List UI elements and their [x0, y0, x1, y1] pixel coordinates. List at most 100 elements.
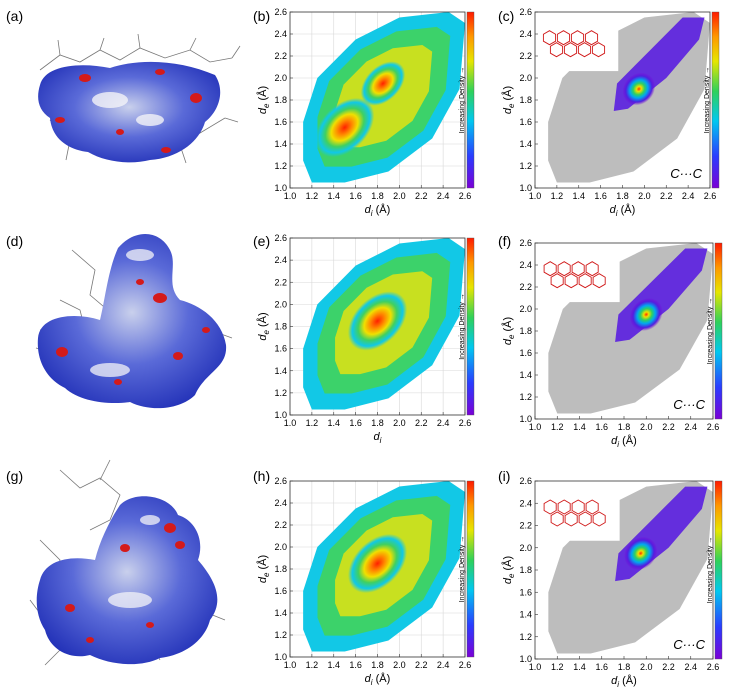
y-tick-label: 2.4	[519, 260, 532, 270]
x-tick-label: 2.0	[638, 191, 651, 201]
x-tick-label: 1.2	[551, 191, 564, 201]
surface-shape-g	[36, 496, 218, 665]
molecule-ring	[570, 30, 585, 46]
contact-peak	[622, 72, 656, 106]
x-tick-label: 1.2	[306, 418, 319, 428]
x-tick-label: 2.2	[415, 191, 428, 201]
colorbar	[714, 480, 723, 660]
y-tick-label: 2.6	[274, 233, 287, 243]
x-tick-label: 1.0	[284, 660, 297, 670]
x-tick-label: 2.0	[393, 191, 406, 201]
x-axis-label: di (Å)	[365, 203, 391, 218]
molecule-ring	[543, 499, 557, 515]
y-tick-label: 1.0	[274, 183, 287, 193]
x-tick-label: 1.4	[573, 422, 586, 432]
density-peak	[315, 97, 375, 158]
hirshfeld-surface-d	[35, 233, 233, 409]
y-axis-label: de (Å)	[501, 317, 516, 345]
x-tick-label: 2.6	[704, 191, 717, 201]
contact-annotation: C···C	[673, 397, 705, 412]
x-tick-label: 2.2	[415, 660, 428, 670]
colorbar	[714, 242, 723, 420]
fingerprint-plots: 1.0 1.2 1.4 1.6 1.8 2.0 2.2 2.4 2.6 1.0 1.2 1.4 1.6 1…	[256, 7, 723, 689]
x-tick-label: 1.0	[284, 191, 297, 201]
panel-labels: (a) (b) (c) (d) (e) (f) (g) (h) (i)	[6, 8, 514, 484]
molecule-ring	[563, 42, 578, 58]
x-tick-label: 2.2	[662, 662, 675, 672]
y-tick-label: 2.6	[274, 7, 287, 17]
y-tick-label: 1.8	[519, 326, 532, 336]
y-tick-label: 1.0	[519, 654, 532, 664]
molecule-ring	[592, 511, 606, 527]
plot-content	[290, 238, 465, 415]
y-tick-label: 1.2	[274, 388, 287, 398]
panel-label-e: (e)	[253, 233, 270, 249]
colorbar	[711, 11, 720, 189]
colorbar	[466, 480, 475, 658]
x-tick-label: 1.0	[284, 418, 297, 428]
surface-highlights-a	[92, 92, 164, 126]
y-tick-label: 1.0	[274, 652, 287, 662]
hirshfeld-surface-g	[29, 459, 226, 666]
molecule-inset	[536, 244, 620, 303]
x-tick-label: 2.6	[459, 660, 472, 670]
x-tick-label: 1.8	[371, 191, 384, 201]
x-tick-label: 1.8	[616, 191, 629, 201]
x-axis-label: di (Å)	[610, 203, 636, 218]
y-tick-label: 2.6	[519, 476, 532, 486]
molecule-inset	[536, 13, 619, 72]
surface-shape-d	[37, 233, 227, 409]
x-tick-label: 1.4	[327, 660, 340, 670]
x-tick-label: 1.6	[594, 191, 607, 201]
density-peak	[347, 291, 408, 351]
y-tick-label: 1.4	[519, 370, 532, 380]
x-tick-label: 2.6	[707, 422, 720, 432]
panel-label-c: (c)	[498, 8, 514, 24]
y-tick-label: 1.8	[274, 322, 287, 332]
x-tick-label: 1.4	[327, 418, 340, 428]
molecule-inset-sketch	[542, 30, 606, 58]
x-axis-label: di (Å)	[611, 434, 637, 449]
x-tick-label: 2.4	[684, 662, 697, 672]
x-tick-label: 2.0	[393, 418, 406, 428]
y-tick-label: 2.4	[519, 29, 532, 39]
y-axis-label: de (Å)	[501, 86, 516, 114]
y-tick-label: 2.2	[519, 282, 532, 292]
colorbar-label: Increasing Density →	[459, 536, 466, 603]
y-tick-label: 1.2	[519, 392, 532, 402]
y-tick-label: 1.2	[519, 632, 532, 642]
contact-spots-a	[55, 69, 202, 153]
plot-b: 1.0 1.2 1.4 1.6 1.8 2.0 2.2 2.4 2.6 1.0 1.2 1.4 1.6 1…	[256, 7, 475, 218]
x-tick-label: 1.4	[573, 662, 586, 672]
x-axis-label: di (Å)	[365, 672, 391, 687]
molecule-ring	[549, 42, 564, 58]
x-tick-label: 2.4	[684, 422, 697, 432]
plot-content	[536, 243, 713, 414]
molecule-ring	[542, 30, 557, 46]
x-tick-label: 1.6	[595, 662, 608, 672]
x-tick-label: 2.6	[459, 191, 472, 201]
y-tick-label: 1.4	[519, 610, 532, 620]
y-tick-label: 2.0	[274, 542, 287, 552]
y-tick-label: 2.0	[274, 73, 287, 83]
x-tick-label: 2.2	[660, 191, 673, 201]
panel-label-a: (a)	[6, 8, 23, 24]
x-tick-label: 2.4	[437, 660, 450, 670]
plot-content	[290, 12, 465, 188]
molecule-inset	[536, 482, 620, 541]
x-tick-label: 2.4	[682, 191, 695, 201]
y-tick-label: 1.8	[274, 564, 287, 574]
x-tick-label: 2.6	[459, 418, 472, 428]
x-axis-label: di	[374, 431, 382, 445]
y-tick-label: 1.0	[274, 410, 287, 420]
molecule-ring	[571, 261, 585, 277]
y-tick-label: 2.6	[519, 7, 532, 17]
y-axis-label: de (Å)	[256, 86, 271, 114]
x-tick-label: 2.6	[707, 662, 720, 672]
y-tick-label: 2.0	[519, 543, 532, 553]
x-tick-label: 1.0	[529, 662, 542, 672]
molecule-ring	[543, 261, 557, 277]
x-tick-label: 1.4	[327, 191, 340, 201]
y-tick-label: 2.4	[519, 498, 532, 508]
plot-content	[536, 12, 710, 183]
